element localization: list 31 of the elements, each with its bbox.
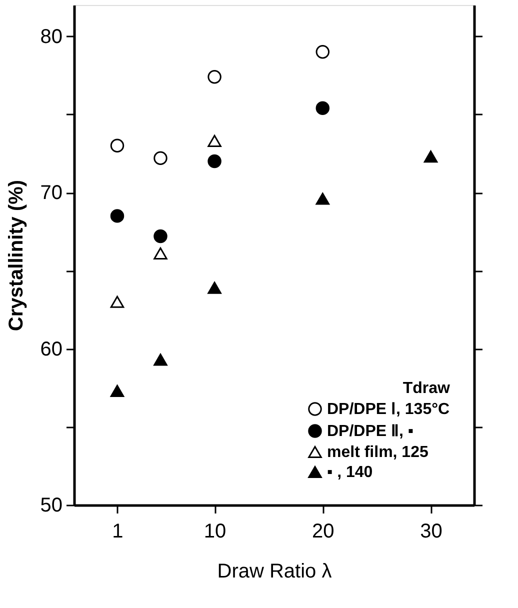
point: [208, 154, 222, 168]
legend-label: melt film, 125: [327, 444, 428, 461]
point: [424, 150, 438, 163]
point: [316, 45, 330, 59]
point: [110, 138, 124, 152]
point: [110, 384, 124, 397]
legend-title: Tdraw: [402, 380, 451, 397]
point: [316, 101, 330, 115]
point: [316, 192, 330, 205]
point: [208, 282, 222, 294]
point: [154, 151, 168, 165]
legend-label: DP/DPE Ⅰ, 135°C: [327, 401, 450, 418]
point: [208, 70, 222, 84]
point: [154, 354, 168, 366]
x-tick-label: 20: [312, 520, 334, 542]
point: [154, 247, 168, 260]
x-tick-label: 10: [204, 520, 226, 542]
y-axis-title: Crystallinity (%): [5, 180, 28, 332]
x-tick-label: 1: [112, 520, 124, 542]
x-axis-title: Draw Ratio λ: [217, 560, 332, 582]
point: [110, 209, 124, 223]
y-tick-label: 80: [40, 26, 62, 48]
point: [208, 134, 222, 147]
legend-label: ▪ , 140: [327, 464, 373, 481]
y-tick-label: 70: [40, 182, 62, 204]
point: [110, 296, 124, 308]
y-tick-label: 60: [40, 338, 62, 360]
y-tick-label: 50: [40, 494, 62, 516]
point: [154, 229, 168, 244]
legend-label: DP/DPE Ⅱ, ▪: [327, 423, 414, 440]
x-tick-label: 30: [420, 520, 442, 542]
